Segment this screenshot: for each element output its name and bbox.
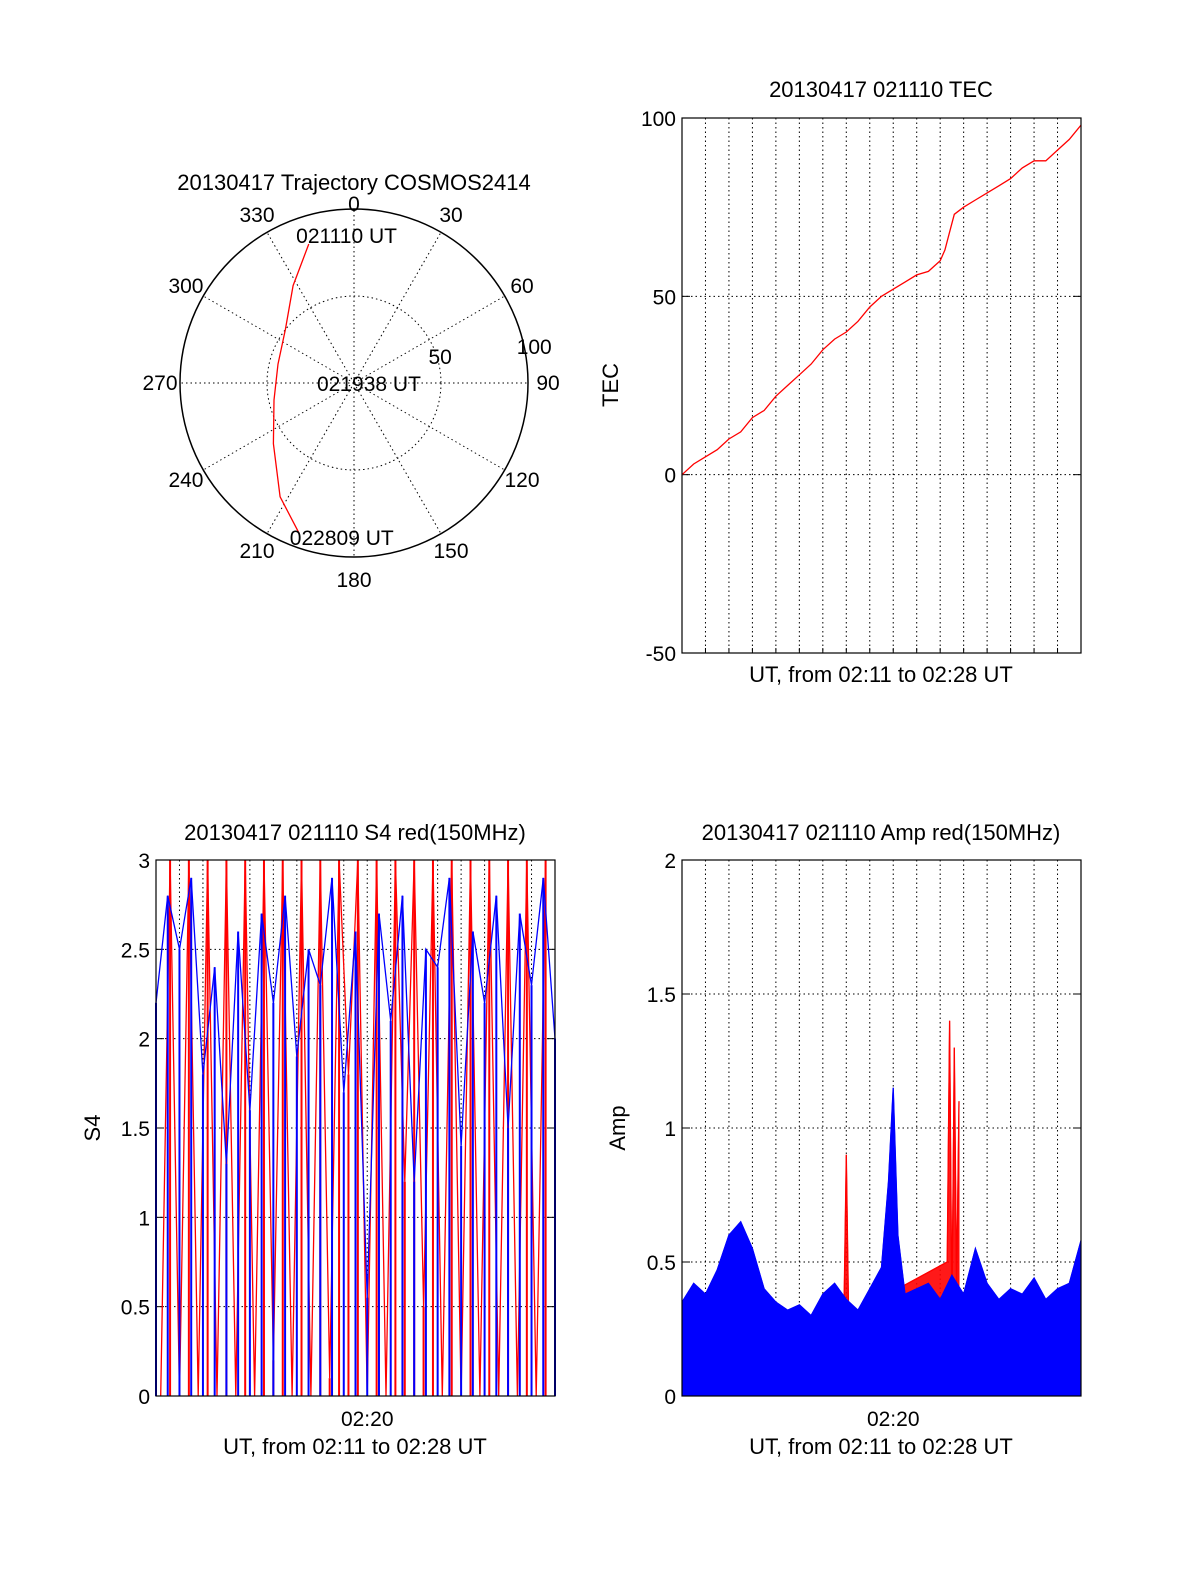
- data-area: [681, 1087, 1082, 1397]
- y-tick-label: 0: [664, 1386, 676, 1409]
- polar-spoke: [266, 232, 355, 384]
- y-tick-label: -50: [646, 643, 676, 666]
- y-tick-label: 2: [138, 1029, 150, 1052]
- azimuth-tick-label: 0: [348, 193, 360, 216]
- azimuth-tick-label: 240: [168, 469, 203, 492]
- y-tick-label: 1: [664, 1118, 676, 1141]
- s4-title: 20130417 021110 S4 red(150MHz): [184, 820, 526, 845]
- y-tick-label: 0.5: [121, 1297, 150, 1320]
- amp-xlabel: UT, from 02:11 to 02:28 UT: [749, 1434, 1013, 1459]
- y-tick-label: 2.5: [121, 939, 150, 962]
- amp-title: 20130417 021110 Amp red(150MHz): [702, 820, 1061, 845]
- y-tick-label: 0.5: [647, 1252, 676, 1275]
- polar-outer-circle: [179, 208, 529, 558]
- data-line: [681, 124, 1082, 476]
- s4-xlabel: UT, from 02:11 to 02:28 UT: [223, 1434, 487, 1459]
- y-tick-label: 0: [664, 465, 676, 488]
- radial-tick-label: 100: [517, 336, 552, 359]
- azimuth-tick-label: 90: [536, 372, 559, 395]
- trajectory-time-label: 022809 UT: [290, 527, 394, 550]
- azimuth-tick-label: 330: [239, 204, 274, 227]
- y-tick-label: 50: [653, 286, 676, 309]
- trajectory-time-label: 021110 UT: [296, 225, 397, 248]
- plot-frame: [155, 859, 556, 1397]
- amp-panel: 20130417 021110 Amp red(150MHz) UT, from…: [605, 820, 1082, 1459]
- trajectory-title: 20130417 Trajectory COSMOS2414: [177, 170, 530, 195]
- y-tick-label: 100: [641, 108, 676, 131]
- polar-spoke: [203, 382, 355, 471]
- azimuth-tick-label: 210: [239, 540, 274, 563]
- polar-spoke: [203, 295, 355, 384]
- trajectory-line: [272, 243, 310, 534]
- polar-ring: [266, 295, 442, 471]
- data-line: [843, 1020, 960, 1317]
- tec-title: 20130417 021110 TEC: [769, 77, 993, 102]
- azimuth-tick-label: 270: [142, 372, 177, 395]
- s4-ylabel: S4: [80, 1115, 105, 1142]
- data-line: [681, 1087, 1082, 1317]
- tec-panel: 20130417 021110 TEC UT, from 02:11 to 02…: [598, 77, 1082, 687]
- y-tick-label: 0: [138, 1386, 150, 1409]
- plot-frame: [681, 859, 1082, 1397]
- polar-spoke: [266, 382, 355, 534]
- y-tick-label: 1.5: [121, 1118, 150, 1141]
- x-tick-label: 02:20: [867, 1408, 920, 1431]
- tec-xlabel: UT, from 02:11 to 02:28 UT: [749, 662, 1013, 687]
- plot-frame: [681, 117, 1082, 654]
- azimuth-tick-label: 60: [510, 275, 533, 298]
- trajectory-time-label: 021938 UT: [317, 373, 421, 396]
- azimuth-tick-label: 300: [168, 275, 203, 298]
- azimuth-tick-label: 180: [336, 569, 371, 592]
- y-tick-label: 1: [138, 1207, 150, 1230]
- data-line: [160, 859, 547, 1397]
- x-tick-label: 02:20: [341, 1408, 394, 1431]
- azimuth-tick-label: 30: [439, 204, 462, 227]
- s4-panel: 20130417 021110 S4 red(150MHz) UT, from …: [80, 820, 556, 1459]
- data-line: [155, 877, 556, 1298]
- y-tick-label: 3: [138, 850, 150, 873]
- y-tick-label: 2: [664, 850, 676, 873]
- azimuth-tick-label: 120: [504, 469, 539, 492]
- trajectory-polar-panel: 20130417 Trajectory COSMOS2414 0 30 60 90 12…: [142, 170, 559, 592]
- y-tick-label: 1.5: [647, 984, 676, 1007]
- radial-tick-label: 50: [428, 346, 451, 369]
- tec-ylabel: TEC: [598, 363, 623, 407]
- azimuth-tick-label: 150: [433, 540, 468, 563]
- amp-ylabel: Amp: [605, 1105, 630, 1150]
